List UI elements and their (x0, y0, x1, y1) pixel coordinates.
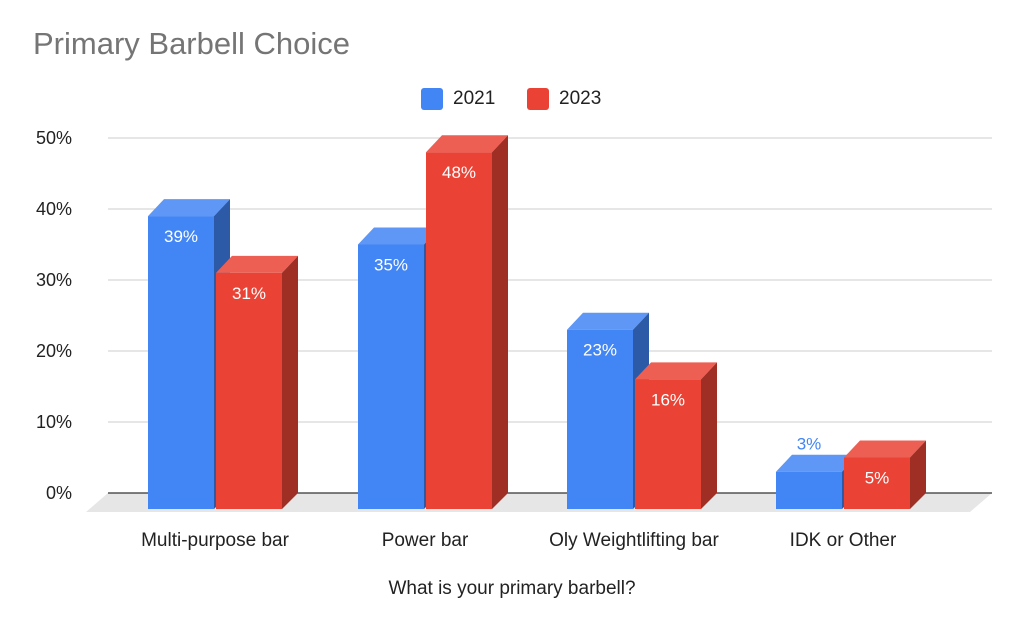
bar-side (282, 255, 298, 509)
chart-title: Primary Barbell Choice (33, 26, 350, 61)
bar-2023-1: 48% (426, 135, 508, 509)
legend-label-2021: 2021 (453, 88, 496, 109)
bar-side (910, 440, 926, 509)
bar-side (492, 135, 508, 509)
x-tick-label: IDK or Other (790, 530, 897, 551)
legend-label-2023: 2023 (559, 88, 602, 109)
y-tick-label: 50% (36, 128, 72, 148)
bar-2023-0: 31% (216, 255, 298, 509)
data-label: 31% (232, 284, 266, 303)
bar-front (635, 379, 701, 509)
data-label: 39% (164, 227, 198, 246)
bar-top (635, 362, 717, 380)
y-tick-label: 0% (46, 483, 72, 503)
bar-top (358, 227, 440, 245)
bar-front (358, 244, 424, 509)
y-tick-label: 40% (36, 199, 72, 219)
legend-swatch-2023 (527, 88, 549, 110)
legend-item-2021[interactable]: 2021 (421, 84, 495, 114)
legend-item-2023[interactable]: 2023 (527, 84, 601, 114)
x-tick-label: Multi-purpose bar (141, 530, 290, 551)
data-label: 35% (374, 256, 408, 275)
x-tick-label: Oly Weightlifting bar (549, 530, 719, 551)
y-tick-label: 10% (36, 412, 72, 432)
bar-front (776, 471, 842, 509)
bar-2023-2: 16% (635, 362, 717, 509)
y-tick-label: 30% (36, 270, 72, 290)
data-label: 5% (865, 469, 890, 488)
data-label: 3% (797, 435, 822, 454)
bar-2021-2: 23% (567, 312, 649, 509)
data-label: 16% (651, 390, 685, 409)
bar-top (148, 199, 230, 217)
bar-top (567, 312, 649, 330)
data-label: 23% (583, 341, 617, 360)
bar-front (426, 152, 492, 509)
legend: 2021 2023 (0, 84, 1024, 114)
bar-front (567, 329, 633, 509)
bar-front (148, 216, 214, 509)
bar-top (216, 255, 298, 273)
bar-front (216, 272, 282, 509)
bar-top (844, 440, 926, 458)
data-label: 48% (442, 163, 476, 182)
legend-swatch-2021 (421, 88, 443, 110)
chart-floor (86, 493, 992, 512)
bar-top (776, 454, 858, 472)
bar-front (844, 457, 910, 509)
bar-side (701, 362, 717, 509)
x-axis-title: What is your primary barbell? (388, 578, 636, 599)
bar-2023-3: 5% (844, 440, 926, 509)
x-tick-label: Power bar (382, 530, 469, 551)
bar-top (426, 135, 508, 153)
y-tick-label: 20% (36, 341, 72, 361)
